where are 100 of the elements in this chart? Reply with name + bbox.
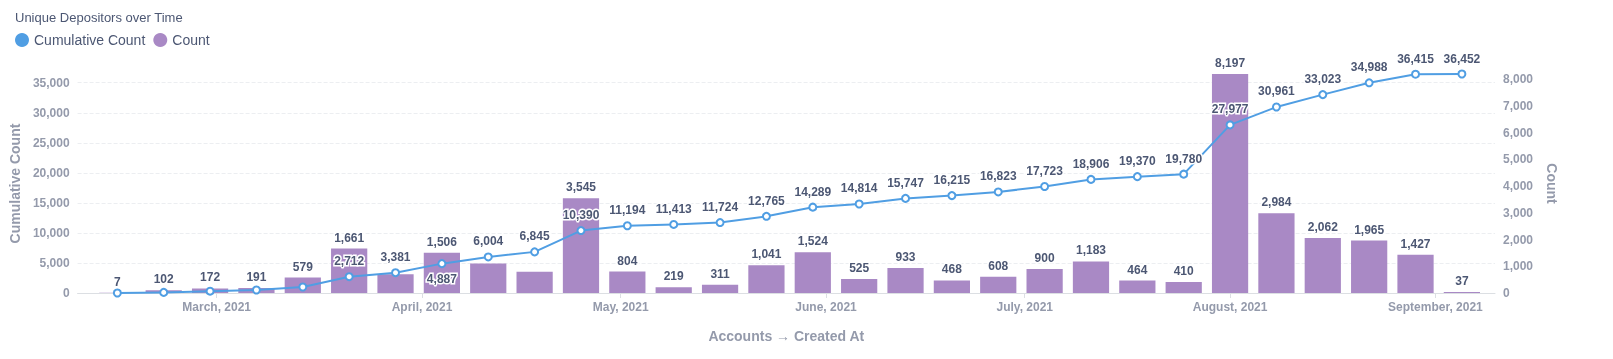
- y-tick-label: 20,000: [32, 165, 70, 180]
- point: [1040, 182, 1050, 192]
- bar: [794, 252, 831, 293]
- point: [715, 218, 725, 228]
- data-label: 36,415: [1397, 51, 1435, 66]
- data-label: 102: [153, 272, 175, 287]
- bar: [1351, 240, 1388, 293]
- data-label: 14,814: [840, 181, 878, 196]
- y-tick-label: 25,000: [32, 135, 70, 150]
- bar: [1072, 261, 1110, 293]
- bar: [1258, 213, 1295, 293]
- y2-tick-label: 1,000: [1503, 259, 1534, 274]
- data-label: 2,984: [1261, 195, 1292, 210]
- x-tick-label: April, 2021: [391, 300, 453, 314]
- point: [112, 288, 122, 298]
- y2-tick-label: 7,000: [1503, 98, 1534, 113]
- y2-tick-label: 0: [1503, 286, 1510, 300]
- point: [1364, 78, 1374, 88]
- bar: [609, 271, 646, 293]
- bar: [516, 271, 553, 293]
- y2-tick-label: 3,000: [1503, 205, 1534, 220]
- point: [1457, 69, 1467, 79]
- point: [251, 285, 261, 295]
- y-tick-label: 5,000: [39, 255, 70, 270]
- data-label: 18,906: [1072, 156, 1110, 171]
- legend-label: Count: [172, 32, 210, 48]
- data-label: 191: [246, 269, 267, 284]
- data-label: 6,845: [519, 229, 550, 244]
- bar: [887, 268, 924, 293]
- point: [1179, 169, 1189, 179]
- x-tick-label: June, 2021: [795, 300, 858, 314]
- data-label: 1,506: [426, 234, 458, 249]
- data-label: 464: [1127, 262, 1148, 277]
- point: [669, 219, 679, 229]
- data-label: 14,289: [794, 184, 832, 199]
- bar: [470, 263, 507, 293]
- point: [1086, 174, 1096, 184]
- y-tick-label: 35,000: [32, 75, 70, 90]
- data-label: 11,413: [655, 201, 693, 216]
- data-label: 1,041: [751, 247, 782, 262]
- data-label: 15,747: [887, 175, 925, 190]
- point: [1411, 69, 1421, 79]
- data-label: 3,381: [380, 250, 411, 265]
- y2-tick-label: 5,000: [1503, 152, 1534, 167]
- point: [530, 247, 540, 257]
- bar: [701, 284, 739, 293]
- x-tick-label: September, 2021: [1388, 300, 1484, 314]
- point: [622, 221, 632, 231]
- data-label: 16,215: [933, 173, 971, 188]
- point: [576, 226, 586, 236]
- point: [437, 259, 447, 269]
- point: [761, 211, 771, 221]
- data-label: 1,661: [334, 230, 365, 245]
- data-label: 11,194: [609, 203, 646, 218]
- x-tick-label: August, 2021: [1192, 300, 1268, 314]
- point: [1271, 102, 1281, 112]
- bar: [1119, 280, 1156, 293]
- data-label: 468: [941, 262, 963, 277]
- bar: [748, 265, 785, 293]
- data-label: 410: [1173, 264, 1195, 279]
- data-label: 10,390: [562, 208, 600, 223]
- data-label: 12,765: [748, 193, 786, 208]
- data-label: 219: [663, 269, 685, 284]
- y2-tick-label: 8,000: [1503, 72, 1534, 87]
- y-tick-label: 15,000: [32, 195, 70, 210]
- data-label: 1,183: [1075, 243, 1107, 258]
- y2-tick-label: 4,000: [1503, 179, 1534, 194]
- data-label: 608: [988, 258, 1009, 273]
- point: [901, 193, 911, 203]
- data-label: 4,887: [426, 272, 458, 287]
- point: [344, 272, 354, 282]
- data-label: 2,712: [334, 254, 365, 269]
- data-label: 1,427: [1400, 236, 1431, 251]
- data-label: 311: [710, 266, 731, 281]
- data-label: 172: [200, 270, 221, 285]
- point: [854, 199, 864, 209]
- bar: [377, 274, 414, 293]
- data-label: 30,961: [1258, 84, 1296, 99]
- bar: [1304, 237, 1341, 293]
- data-label: 7: [114, 274, 121, 289]
- data-label: 1,965: [1354, 222, 1385, 237]
- bar: [1397, 254, 1434, 293]
- point: [205, 286, 215, 296]
- data-label: 8,197: [1215, 56, 1246, 70]
- chart-title: Unique Depositors over Time: [15, 10, 183, 25]
- point: [808, 202, 818, 212]
- y2-axis-title: Count: [1544, 163, 1560, 205]
- y-tick-label: 30,000: [32, 105, 70, 120]
- point: [1225, 120, 1235, 130]
- legend-label: Cumulative Count: [34, 32, 146, 48]
- data-label: 11,724: [702, 200, 739, 215]
- data-label: 2,062: [1307, 219, 1339, 234]
- data-label: 3,545: [565, 180, 597, 195]
- point: [159, 287, 169, 297]
- x-tick-label: March, 2021: [182, 300, 252, 314]
- y-axis-title: Cumulative Count: [7, 123, 23, 244]
- bar: [1165, 282, 1202, 293]
- data-label: 37: [1455, 274, 1469, 289]
- data-label: 34,988: [1350, 60, 1388, 75]
- data-label: 16,823: [979, 169, 1017, 184]
